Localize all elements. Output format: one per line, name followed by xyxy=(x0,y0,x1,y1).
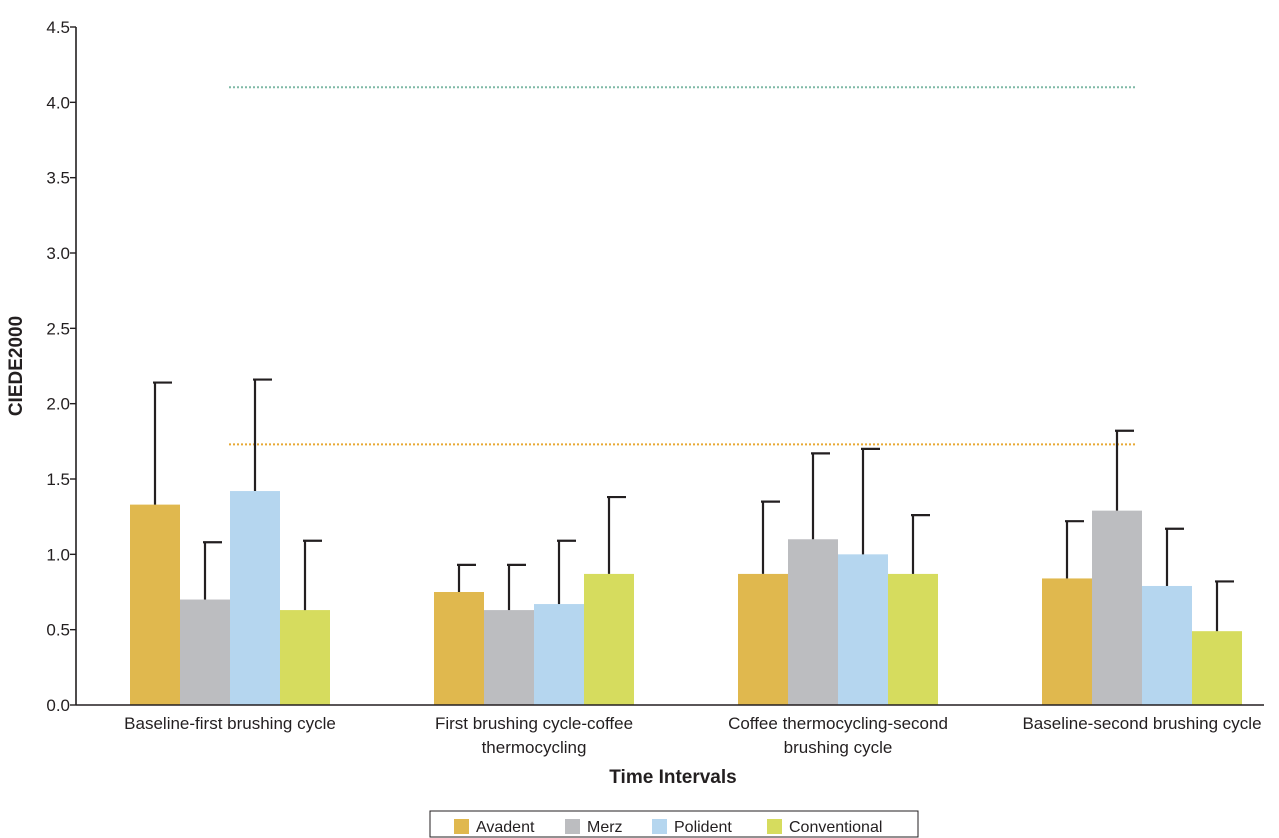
x-category-label: Baseline-second brushing cycle xyxy=(1022,714,1261,733)
y-tick-labels: 0.0 0.5 1.0 1.5 2.0 2.5 3.0 3.5 4.0 4.5 xyxy=(46,18,76,715)
legend-swatch-polident xyxy=(652,819,667,834)
y-tick-label: 1.0 xyxy=(46,545,70,564)
legend-swatch-avadent xyxy=(454,819,469,834)
y-tick-label: 3.5 xyxy=(46,169,70,188)
bar-polident xyxy=(534,604,584,705)
x-category-label: Baseline-first brushing cycle xyxy=(124,714,336,733)
bar-avadent xyxy=(738,573,788,705)
x-category-label: brushing cycle xyxy=(784,738,893,757)
x-category-label: thermocycling xyxy=(482,738,587,757)
bar-avadent xyxy=(1042,578,1092,705)
legend-box xyxy=(429,810,919,838)
bar-polident xyxy=(838,554,888,705)
y-tick-label: 4.5 xyxy=(46,18,70,37)
x-category-label: Coffee thermocycling-second xyxy=(728,714,948,733)
bar-conventional xyxy=(280,610,330,705)
bar-conventional xyxy=(888,573,938,705)
y-tick-label: 0.5 xyxy=(46,621,70,640)
bar-avadent xyxy=(434,592,484,705)
legend-label-polident: Polident xyxy=(674,819,732,836)
bar-polident xyxy=(230,491,280,705)
y-axis-title: CIEDE2000 xyxy=(6,316,27,416)
x-category-labels: Baseline-first brushing cycle First brush… xyxy=(124,714,1261,757)
legend-label-conventional: Conventional xyxy=(789,819,882,836)
axes xyxy=(75,27,1264,706)
bar-merz xyxy=(788,539,838,705)
y-tick-label: 4.0 xyxy=(46,93,70,112)
legend-label-merz: Merz xyxy=(587,819,623,836)
bar-polident xyxy=(1142,585,1192,705)
legend: Avadent Merz Polident Conventional xyxy=(429,810,919,838)
bar-merz xyxy=(180,599,230,705)
y-tick-label: 3.0 xyxy=(46,244,70,263)
bar-avadent xyxy=(130,504,180,705)
bars xyxy=(130,491,1242,705)
bar-merz xyxy=(484,610,534,705)
x-category-label: First brushing cycle-coffee xyxy=(435,714,633,733)
y-tick-label: 1.5 xyxy=(46,470,70,489)
bar-conventional xyxy=(584,573,634,705)
bar-conventional xyxy=(1192,631,1242,705)
reference-lines xyxy=(229,86,1136,446)
y-tick-label: 0.0 xyxy=(46,696,70,715)
legend-swatch-merz xyxy=(565,819,580,834)
error-bars xyxy=(153,378,1234,632)
y-tick-label: 2.0 xyxy=(46,395,70,414)
bar-merz xyxy=(1092,510,1142,705)
x-axis-title: Time Intervals xyxy=(609,767,736,788)
legend-swatch-conventional xyxy=(767,819,782,834)
y-tick-label: 2.5 xyxy=(46,319,70,338)
legend-label-avadent: Avadent xyxy=(476,819,535,836)
